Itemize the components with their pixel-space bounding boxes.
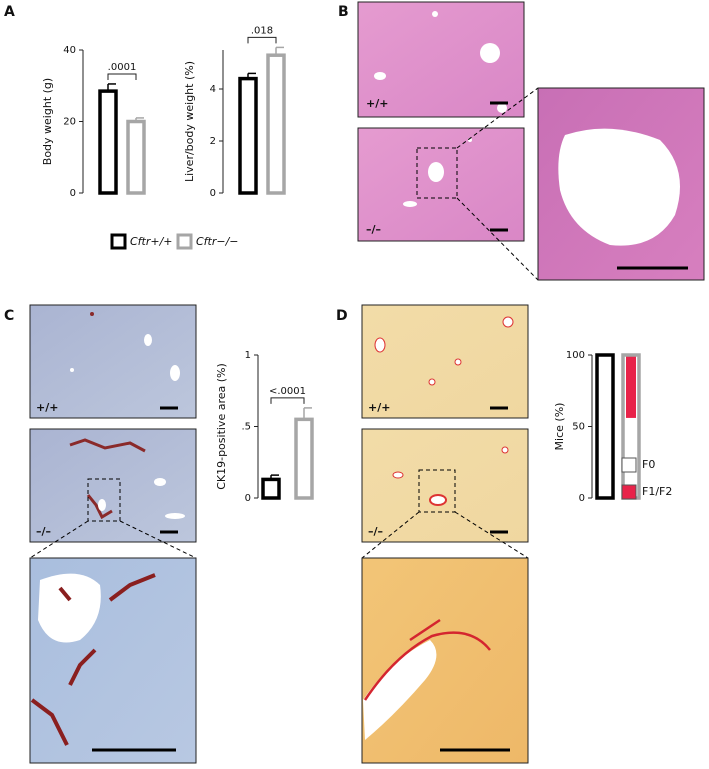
bar-segment	[626, 355, 636, 418]
y-tick-label: 100	[566, 350, 585, 361]
y-axis-label: Liver/body weight (%)	[183, 61, 196, 182]
bar	[266, 53, 286, 195]
p-value: .018	[251, 25, 273, 36]
legend-label: Cftr+/+	[130, 235, 173, 248]
bar	[98, 89, 118, 195]
micrograph-c: +/+ –/–	[29, 304, 197, 764]
y-tick-label: 0	[579, 493, 585, 504]
p-value: <.0001	[269, 386, 306, 397]
genotype-label: +/+	[368, 401, 390, 414]
genotype-label: –/–	[368, 525, 383, 538]
y-tick-label: 0	[70, 188, 76, 199]
panel-letter: A	[4, 4, 15, 20]
legend-swatch	[176, 233, 193, 250]
bar-segment	[600, 355, 610, 498]
bar	[261, 477, 281, 500]
y-tick-label: 0	[210, 188, 216, 199]
y-tick-label: 1	[245, 350, 251, 361]
micrograph-b: +/+ –/–	[357, 1, 705, 281]
genotype-label: +/+	[36, 401, 58, 414]
panel-letter: B	[338, 4, 349, 20]
y-tick-label: .5	[241, 422, 251, 433]
legend-swatch	[621, 484, 637, 500]
bar	[294, 417, 314, 500]
micrograph-d: +/+ –/–	[361, 304, 529, 764]
panel-letter: C	[4, 308, 14, 324]
genotype-label: –/–	[366, 223, 381, 236]
legend-swatch	[110, 233, 127, 250]
y-tick-label: 4	[210, 84, 216, 95]
genotype-label: +/+	[366, 97, 388, 110]
bar-outline	[595, 353, 615, 500]
y-axis-label: Mice (%)	[553, 403, 566, 451]
panel-letter: D	[336, 308, 348, 324]
y-tick-label: 50	[572, 422, 585, 433]
significance-bracket	[270, 397, 305, 404]
p-value: .0001	[108, 62, 137, 73]
y-tick-label: 2	[210, 136, 216, 147]
significance-bracket	[247, 36, 277, 44]
y-tick-label: 0	[245, 493, 251, 504]
y-axis-label: Body weight (g)	[41, 78, 54, 165]
legend-swatch	[621, 457, 637, 473]
panel-letters: A B C D	[4, 4, 349, 324]
charts: 0 20 40 Body weight (g) .0001 0 2 4 Liver/body w…	[41, 25, 672, 504]
y-tick-label: 20	[63, 117, 76, 128]
legend-label: Cftr−/−	[196, 235, 239, 248]
y-tick-label: 40	[63, 45, 76, 56]
legend-label: F1/F2	[642, 485, 672, 498]
significance-bracket	[107, 73, 137, 80]
genotype-label: –/–	[36, 525, 51, 538]
y-axis-label: CK19-positive area (%)	[215, 363, 228, 490]
bar	[238, 76, 258, 195]
bar	[126, 119, 146, 195]
legend-label: F0	[642, 458, 655, 471]
